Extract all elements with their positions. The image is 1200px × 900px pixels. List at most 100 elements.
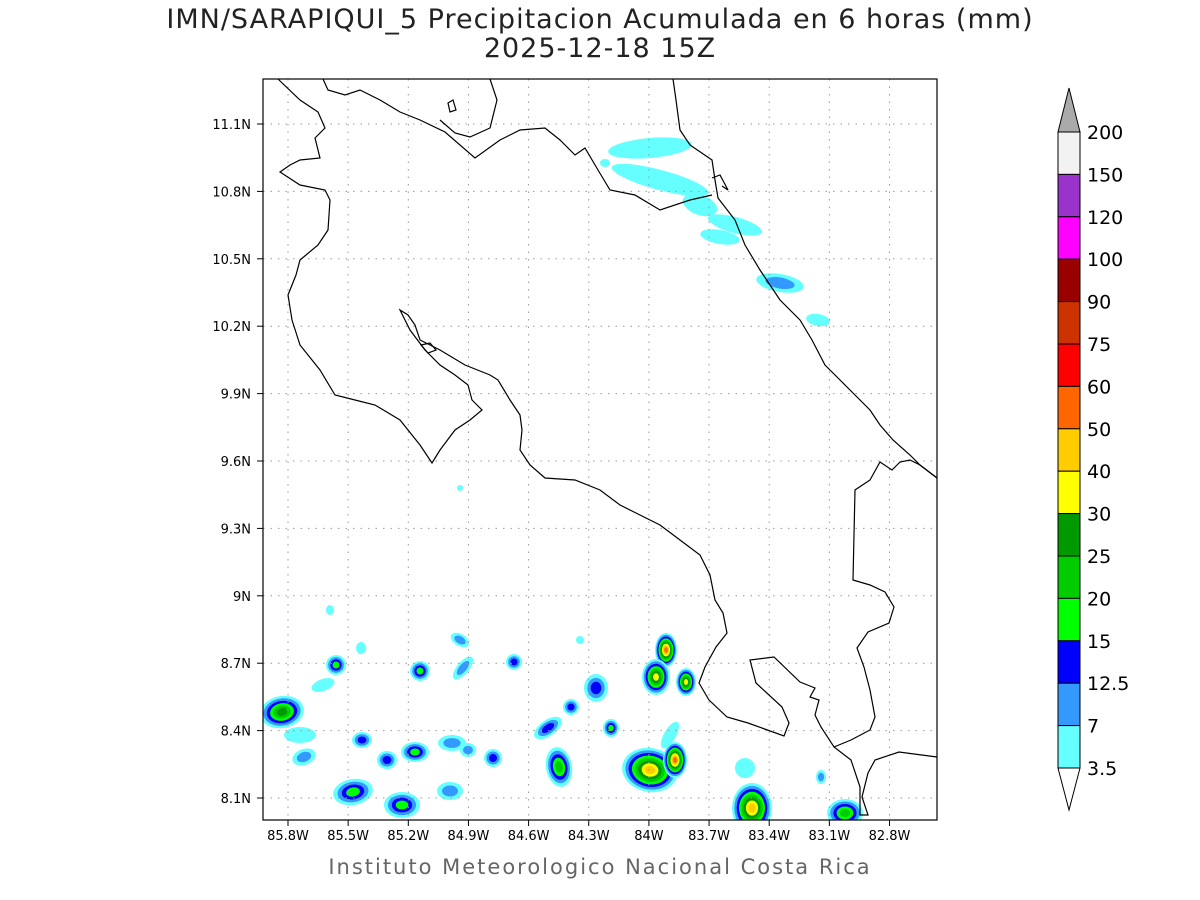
precip-contour bbox=[311, 678, 335, 692]
axis-ticks: 85.8W 85.5W 85.2W 84.9W 84.6W 84.3W 84W 83.7W 83… bbox=[212, 118, 910, 844]
precip-contour bbox=[489, 754, 497, 762]
island bbox=[711, 174, 729, 191]
lon-tick-label: 85.2W bbox=[387, 829, 429, 844]
lat-tick-label: 9.9N bbox=[221, 388, 251, 403]
colorbar-label: 12.5 bbox=[1087, 673, 1129, 695]
precip-cell bbox=[827, 799, 863, 820]
islet bbox=[447, 99, 457, 113]
colorbar-label: 25 bbox=[1087, 546, 1111, 568]
colorbar-box bbox=[1057, 343, 1081, 387]
precip-cell bbox=[450, 632, 470, 648]
precip-contour bbox=[653, 673, 659, 681]
lon-tick-label: 84.6W bbox=[508, 829, 550, 844]
colorbar-box bbox=[1057, 470, 1081, 515]
lon-tick-label: 84.9W bbox=[448, 829, 490, 844]
precip-contour bbox=[456, 660, 470, 676]
precip-cell bbox=[410, 661, 430, 681]
precip-contour bbox=[660, 721, 680, 749]
map-title: IMN/SARAPIQUI_5 Precipitacion Acumulada … bbox=[166, 4, 1034, 35]
precip-cell bbox=[326, 605, 334, 615]
colorbar-box bbox=[1057, 301, 1081, 345]
precip-contour bbox=[332, 661, 340, 669]
precip-contour bbox=[600, 159, 610, 167]
precip-contour bbox=[567, 703, 575, 711]
precip-cell bbox=[642, 659, 670, 695]
lake-shore bbox=[439, 78, 498, 138]
map-valid-time: 2025-12-18 15Z bbox=[483, 33, 717, 64]
lon-tick-label: 84.3W bbox=[568, 829, 610, 844]
lon-tick-label: 82.8W bbox=[869, 829, 911, 844]
colorbar-label: 3.5 bbox=[1087, 758, 1117, 780]
lon-tick-label: 83.7W bbox=[688, 829, 730, 844]
colorbar-label: 7 bbox=[1087, 716, 1099, 738]
caribbean-coast bbox=[672, 78, 938, 479]
lon-tick-label: 84W bbox=[634, 829, 664, 844]
precip-contour bbox=[748, 803, 756, 813]
lat-tick-label: 10.8N bbox=[212, 185, 251, 200]
precip-cell bbox=[611, 163, 709, 197]
colorbar-box bbox=[1057, 131, 1081, 175]
precip-contour bbox=[382, 756, 392, 764]
precip-cell bbox=[437, 782, 463, 800]
precip-cell bbox=[700, 229, 740, 245]
precip-cell bbox=[292, 748, 316, 766]
colorbar-box bbox=[1057, 428, 1081, 472]
precip-cell bbox=[384, 792, 420, 818]
precip-cell bbox=[457, 485, 463, 491]
lon-tick-label: 85.5W bbox=[327, 829, 369, 844]
precip-cell bbox=[401, 742, 429, 762]
colorbar-label: 75 bbox=[1087, 334, 1111, 356]
map-frame bbox=[262, 78, 938, 821]
precip-contour bbox=[683, 679, 689, 685]
precip-cell bbox=[816, 770, 826, 784]
lat-tick-label: 9.6N bbox=[221, 455, 251, 470]
colorbar: 200 150 120 100 90 75 60 50 40 30 25 20 15 12.5 7 3.5 bbox=[1057, 87, 1129, 812]
precip-contour bbox=[576, 636, 584, 644]
precip-cell bbox=[333, 778, 373, 806]
precip-contour bbox=[608, 724, 614, 732]
precip-contour bbox=[357, 736, 367, 744]
precip-contour bbox=[590, 681, 602, 695]
precip-cell bbox=[608, 137, 692, 159]
precip-contour bbox=[707, 214, 763, 236]
precip-cell bbox=[438, 735, 466, 751]
precip-cell bbox=[452, 656, 474, 680]
lon-tick-label: 85.8W bbox=[267, 829, 309, 844]
precip-contour bbox=[454, 635, 466, 645]
colorbar-label: 40 bbox=[1087, 461, 1111, 483]
precip-contour bbox=[644, 765, 656, 775]
precip-contour bbox=[416, 667, 424, 675]
precip-contour bbox=[356, 642, 366, 654]
precip-contour bbox=[839, 809, 851, 817]
colorbar-label: 15 bbox=[1087, 631, 1111, 653]
precip-cell bbox=[563, 699, 579, 715]
precip-contour bbox=[410, 748, 420, 756]
lon-tick-label: 83.1W bbox=[808, 829, 850, 844]
islet-nicoya bbox=[419, 342, 438, 354]
precip-contour bbox=[555, 761, 563, 773]
colorbar-box bbox=[1057, 682, 1081, 727]
precip-cell bbox=[600, 159, 610, 167]
precip-contour bbox=[735, 758, 755, 778]
precip-cell bbox=[603, 719, 619, 737]
lat-tick-label: 9N bbox=[233, 590, 251, 605]
precipitation-field bbox=[263, 137, 863, 820]
precip-contour bbox=[673, 757, 677, 763]
colorbar-label: 20 bbox=[1087, 588, 1111, 610]
colorbar-label: 90 bbox=[1087, 292, 1111, 314]
precip-contour bbox=[611, 163, 709, 197]
precip-contour bbox=[457, 485, 463, 491]
pacific-coast bbox=[277, 78, 938, 816]
precip-cell bbox=[584, 674, 608, 702]
precip-contour bbox=[608, 137, 692, 159]
colorbar-label: 50 bbox=[1087, 419, 1111, 441]
precip-cell bbox=[534, 716, 562, 740]
precip-cell bbox=[545, 747, 573, 787]
precip-cell bbox=[460, 743, 476, 757]
colorbar-label: 30 bbox=[1087, 504, 1111, 526]
lat-tick-label: 8.7N bbox=[221, 657, 251, 672]
colorbar-label: 120 bbox=[1087, 207, 1123, 229]
lat-tick-label: 10.5N bbox=[212, 253, 251, 268]
precip-cell bbox=[576, 636, 584, 644]
